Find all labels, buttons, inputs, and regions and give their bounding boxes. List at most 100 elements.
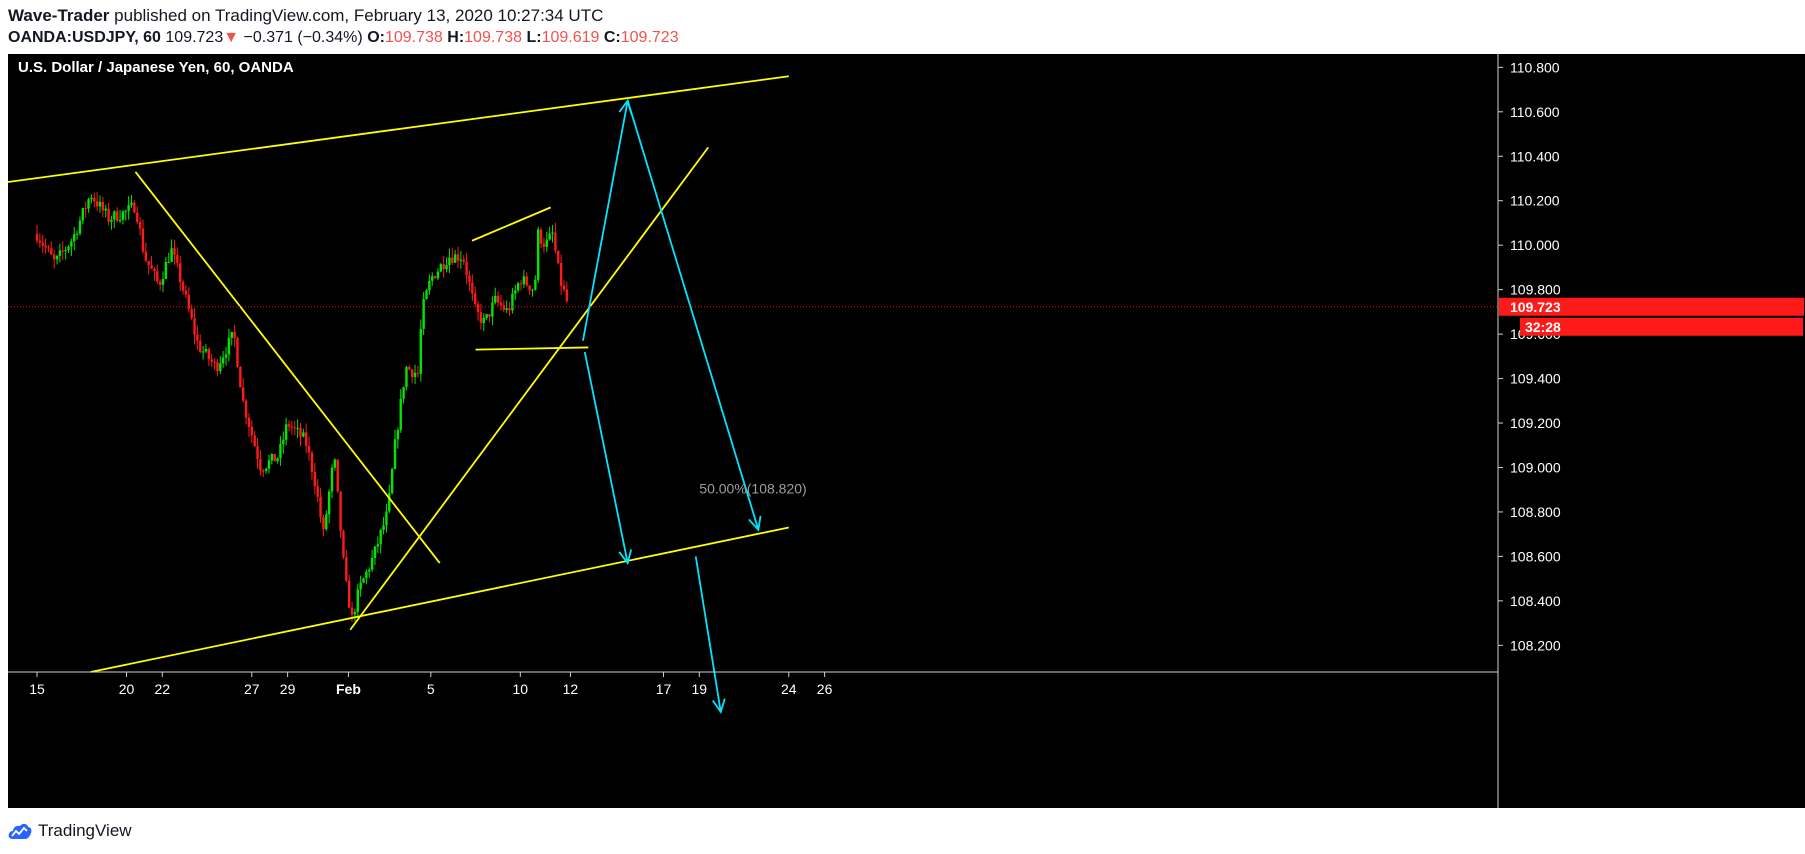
candle-body	[284, 424, 288, 440]
candle-body	[327, 491, 331, 515]
y-tick-label: 108.200	[1510, 637, 1561, 653]
candle-body	[342, 531, 345, 558]
tradingview-logo[interactable]: TradingView	[8, 821, 132, 841]
candle-body	[516, 283, 520, 291]
countdown-badge	[1520, 317, 1803, 336]
candle-body	[347, 580, 351, 608]
candle-body	[562, 285, 566, 290]
candle-body	[270, 454, 274, 461]
candle-body	[296, 427, 299, 429]
x-tick-label: 29	[280, 681, 296, 697]
y-tick-label: 110.000	[1510, 237, 1560, 253]
candle-body	[247, 417, 251, 427]
high-label: H:	[447, 29, 465, 46]
candle-body	[554, 232, 557, 251]
downtrend-line[interactable]	[134, 171, 441, 564]
candle-body	[453, 254, 457, 263]
candle-body	[428, 280, 431, 291]
low-value: 109.619	[541, 29, 600, 46]
candle-body	[253, 435, 256, 447]
x-tick-label: 26	[817, 681, 833, 697]
candle-body	[179, 263, 182, 282]
candle-body	[365, 571, 368, 579]
candle-body	[410, 369, 414, 377]
candle-body	[61, 250, 64, 252]
candle-body	[250, 426, 253, 436]
price-chart[interactable]: U.S. Dollar / Japanese Yen, 60, OANDA 50…	[8, 54, 1805, 808]
x-tick-label: 19	[692, 681, 708, 697]
candle-body	[402, 387, 405, 399]
uptrend-support-line[interactable]	[349, 146, 709, 631]
candle-body	[491, 302, 494, 317]
y-tick-label: 110.400	[1510, 148, 1560, 164]
candle-body	[262, 470, 265, 472]
chart-title: U.S. Dollar / Japanese Yen, 60, OANDA	[18, 59, 294, 76]
x-tick-label: 17	[656, 681, 672, 697]
candlesticks	[35, 192, 569, 623]
candle-body	[442, 264, 445, 270]
candle-body	[187, 294, 190, 309]
candle-body	[499, 302, 503, 306]
candle-body	[44, 245, 47, 248]
candle-body	[379, 530, 382, 545]
author-name[interactable]: Wave-Trader	[8, 6, 110, 25]
candle-body	[95, 201, 99, 207]
upper-channel-line[interactable]	[8, 75, 789, 194]
candle-body	[511, 293, 514, 311]
chart-area[interactable]: U.S. Dollar / Japanese Yen, 60, OANDA 50…	[8, 54, 1805, 808]
candle-body	[362, 578, 365, 583]
time-axis[interactable]: 15 20 22 27 29 Feb 5 10 12 17 19 24 26	[8, 671, 1805, 702]
wedge-bottom-line[interactable]	[475, 346, 589, 351]
candle-body	[416, 372, 420, 374]
candle-body	[227, 337, 231, 355]
candle-body	[370, 558, 374, 570]
current-price-badge	[1499, 297, 1804, 316]
high-value: 109.738	[464, 29, 522, 46]
candle-body	[259, 459, 262, 471]
candle-body	[545, 239, 548, 247]
price-axis[interactable]: 110.800 110.600 110.400 110.200 110.000 109.8…	[1497, 54, 1805, 808]
open-value: 109.738	[384, 29, 443, 46]
candle-body	[333, 459, 337, 468]
candle-body	[388, 493, 391, 512]
candle-body	[488, 314, 491, 317]
candle-body	[551, 232, 554, 234]
projection-continuation-arrow[interactable]	[694, 556, 722, 713]
projection-down-short-arrow[interactable]	[583, 351, 629, 564]
candle-body	[204, 349, 208, 352]
lower-channel-line[interactable]	[90, 526, 789, 673]
candle-body	[350, 607, 354, 615]
candle-body	[548, 233, 551, 240]
projection-arrows	[582, 98, 762, 715]
candle-body	[35, 234, 39, 241]
candle-body	[459, 259, 463, 261]
candle-body	[302, 432, 305, 437]
candle-body	[124, 210, 127, 212]
candle-body	[176, 254, 179, 264]
x-tick-label: 27	[244, 681, 260, 697]
y-tick-label: 109.000	[1510, 459, 1561, 475]
symbol-info: OANDA:USDJPY, 60 109.723▼ −0.371 (−0.34%…	[8, 29, 679, 47]
candle-body	[528, 285, 531, 291]
candle-body	[84, 208, 87, 210]
projection-up-arrow[interactable]	[582, 100, 629, 341]
close-label: C:	[603, 29, 621, 46]
candle-body	[353, 612, 357, 615]
candle-body	[405, 367, 408, 388]
candle-body	[436, 271, 440, 279]
candle-body	[127, 205, 130, 211]
candle-body	[330, 467, 334, 492]
candle-body	[138, 222, 142, 229]
y-tick-label: 108.800	[1510, 504, 1561, 520]
candle-body	[508, 308, 511, 311]
candle-body	[199, 340, 202, 352]
y-tick-label: 109.200	[1510, 415, 1561, 431]
candle-body	[465, 261, 468, 276]
candle-body	[282, 439, 285, 445]
projection-down-long-arrow[interactable]	[626, 100, 760, 530]
candle-body	[482, 317, 485, 324]
fib-label: 50.00%(108.820)	[699, 480, 806, 496]
wedge-top-line[interactable]	[471, 206, 552, 242]
candle-body	[41, 242, 44, 246]
candle-body	[161, 278, 165, 285]
